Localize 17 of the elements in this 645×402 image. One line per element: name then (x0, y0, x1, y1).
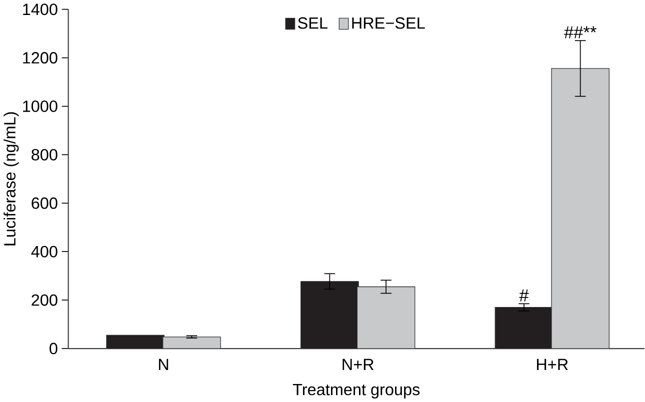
y-tick-label: 0 (50, 342, 58, 354)
y-tick-label: 1200 (23, 52, 58, 64)
legend-label: SEL (298, 17, 328, 29)
y-tick-label: 800 (32, 148, 58, 160)
x-tick-label: N+R (342, 358, 374, 370)
y-tick-label: 600 (32, 197, 58, 209)
y-tick-label: 1400 (23, 4, 58, 16)
legend-label: HRE−SEL (352, 17, 425, 29)
y-tick-label: 200 (32, 294, 58, 306)
x-tick-label: N (158, 358, 168, 370)
annotation: # (519, 289, 529, 302)
x-axis-title: Treatment groups (292, 384, 420, 398)
y-tick-label: 400 (31, 246, 58, 258)
y-axis-title: Luciferase (ng/mL) (4, 112, 19, 246)
x-tick-label: H+R (537, 358, 568, 370)
annotation: ##** (564, 26, 596, 38)
y-tick-label: 1000 (23, 100, 58, 112)
